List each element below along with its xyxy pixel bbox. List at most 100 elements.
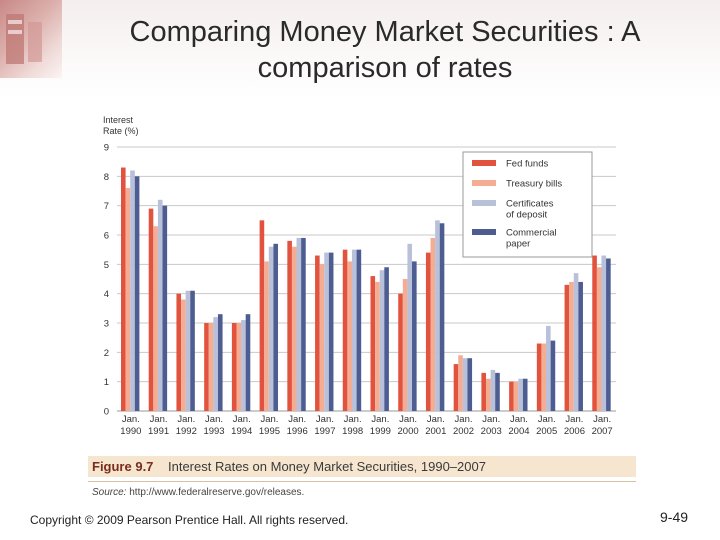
bar [296,237,302,411]
bar [490,369,496,411]
legend-label: paper [506,239,530,250]
bar [185,290,191,411]
y-tick-label: 2 [104,348,109,359]
figure-caption-band [88,456,636,477]
bar [453,364,459,411]
bar [245,314,251,411]
x-tick-label: Jan. [593,414,611,425]
bar [148,208,154,411]
bar [458,355,463,411]
x-tick-label: 1997 [314,426,335,437]
x-tick-label: Jan. [427,414,445,425]
slide-title: Comparing Money Market Securities : A co… [129,16,641,84]
bar [596,267,602,411]
legend-label: Certificates [506,199,554,210]
bar [347,261,352,411]
bar [324,252,329,411]
bar [208,323,214,411]
bar [573,273,579,411]
y-tick-label: 5 [104,260,109,271]
bar [190,290,195,411]
bar [181,299,186,411]
bar [356,249,362,411]
x-tick-label: Jan. [344,414,362,425]
x-tick-label: 2007 [592,426,613,437]
x-tick-label: 1993 [203,426,224,437]
bar [384,267,389,411]
bar [518,378,523,411]
bar [375,281,380,411]
bar [157,199,163,411]
bar [592,255,597,411]
x-tick-label: Jan. [399,414,417,425]
x-tick-label: 2002 [453,426,474,437]
bar [291,246,297,411]
x-tick-label: 1999 [370,426,391,437]
bar [569,281,574,411]
corner-building-image [0,0,62,78]
bar [301,237,306,411]
x-tick-label: Jan. [233,414,251,425]
bar [564,284,570,411]
legend-swatch [472,200,496,206]
bar [328,252,334,411]
x-tick-label: Jan. [482,414,500,425]
bar [601,255,607,411]
x-tick-label: 2005 [536,426,557,437]
x-tick-label: 1991 [148,426,169,437]
bar [495,372,500,411]
bar [351,249,357,411]
x-tick-label: Jan. [538,414,556,425]
bar [513,381,519,411]
x-tick-label: Jan. [565,414,583,425]
legend-label: Treasury bills [506,179,562,190]
x-tick-label: Jan. [177,414,195,425]
legend-swatch [472,229,496,235]
x-tick-label: 1995 [259,426,280,437]
legend-swatch [472,180,496,186]
bar [425,252,431,411]
x-tick-label: Jan. [371,414,389,425]
y-tick-label: 3 [104,319,109,330]
legend-label: Commercial [506,228,557,239]
x-tick-label: Jan. [122,414,140,425]
x-tick-label: Jan. [205,414,223,425]
copyright-notice: Copyright © 2009 Pearson Prentice Hall. … [30,513,349,527]
x-tick-label: 1994 [231,426,252,437]
legend-swatch [472,160,496,166]
bar [379,270,385,411]
bar [259,220,265,411]
y-axis-label-line: Interest [103,115,134,125]
bar [536,343,542,411]
legend-label: Fed funds [506,159,548,170]
x-tick-label: Jan. [150,414,168,425]
bar [541,343,547,411]
bar [176,293,182,411]
x-tick-label: Jan. [316,414,334,425]
bar [412,261,417,411]
y-tick-label: 1 [104,377,109,388]
y-tick-label: 4 [104,289,109,300]
bar [121,167,126,411]
x-tick-label: Jan. [260,414,278,425]
bar [231,323,237,411]
x-tick-label: 2004 [508,426,529,437]
bar [236,323,242,411]
bar [430,237,436,411]
legend-label: of deposit [506,210,548,221]
bar [522,378,528,411]
figure-label: Figure 9.7 [92,459,154,474]
bar [606,258,611,411]
bar [467,358,473,411]
bar [213,317,218,411]
bar [342,249,348,411]
bar [550,340,556,411]
bar [546,325,551,411]
bar [319,264,325,411]
bar [407,243,413,411]
bar [204,323,209,411]
y-tick-label: 6 [104,231,109,242]
bar [462,358,468,411]
y-tick-label: 0 [104,407,109,418]
source-url: http://www.federalreserve.gov/releases. [129,487,305,498]
